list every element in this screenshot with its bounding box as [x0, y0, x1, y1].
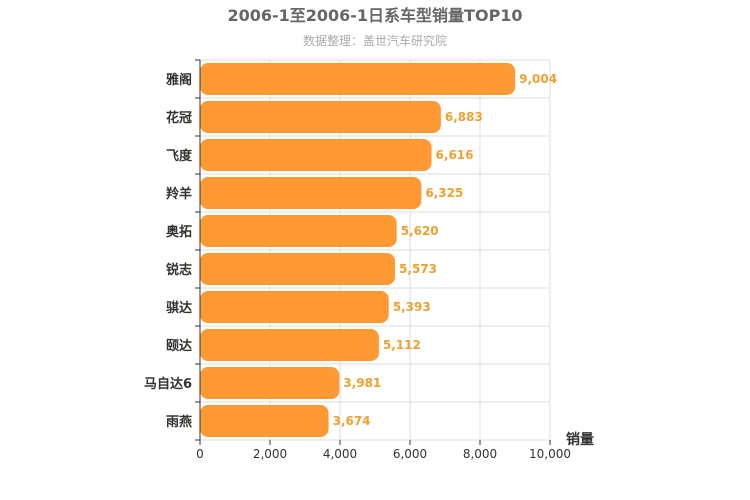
bar [200, 405, 329, 437]
data-label: 5,393 [393, 300, 431, 314]
axes: 0 2,000 4,000 6,000 8,000 10,000 雅阁花冠飞度羚羊奥拓锐志骐… [144, 59, 571, 461]
category-label: 飞度 [166, 148, 193, 164]
data-label: 5,112 [383, 338, 421, 352]
category-label: 骐达 [166, 300, 192, 316]
data-label: 3,981 [343, 376, 381, 390]
bar [200, 63, 516, 95]
data-label: 6,883 [445, 110, 483, 124]
x-tick-label: 2,000 [253, 447, 287, 461]
bar [200, 215, 397, 247]
bars: 9,004 6,883 6,616 6,325 5,620 5,573 5,393 5,112… [200, 63, 557, 437]
category-label: 雨燕 [166, 414, 192, 430]
x-tick-label: 4,000 [323, 447, 357, 461]
chart-title: 2006-1至2006-1日系车型销量TOP10 [227, 6, 522, 25]
category-label: 锐志 [166, 262, 192, 278]
x-tick-label: 10,000 [529, 447, 571, 461]
data-label: 9,004 [519, 72, 557, 86]
x-tick-label: 0 [196, 447, 204, 461]
x-axis-label: 销量 [566, 431, 594, 448]
bar [200, 101, 441, 133]
data-label: 5,573 [399, 262, 437, 276]
category-label: 花冠 [166, 110, 192, 126]
data-label: 3,674 [333, 414, 371, 428]
data-label: 5,620 [401, 224, 439, 238]
data-label: 6,325 [425, 186, 463, 200]
category-label: 马自达6 [144, 376, 192, 392]
category-label: 奥拓 [166, 224, 192, 240]
bar [200, 367, 340, 399]
chart-subtitle: 数据整理：盖世汽车研究院 [303, 33, 447, 48]
bar [200, 329, 379, 361]
x-tick-label: 6,000 [393, 447, 427, 461]
category-label: 颐达 [166, 338, 192, 354]
bar [200, 177, 422, 209]
data-label: 6,616 [436, 148, 474, 162]
category-label: 雅阁 [166, 72, 192, 88]
grid-lines [200, 59, 551, 441]
category-label: 羚羊 [166, 186, 192, 202]
x-tick-label: 8,000 [463, 447, 497, 461]
bar [200, 253, 396, 285]
bar [200, 291, 389, 323]
bar [200, 139, 432, 171]
